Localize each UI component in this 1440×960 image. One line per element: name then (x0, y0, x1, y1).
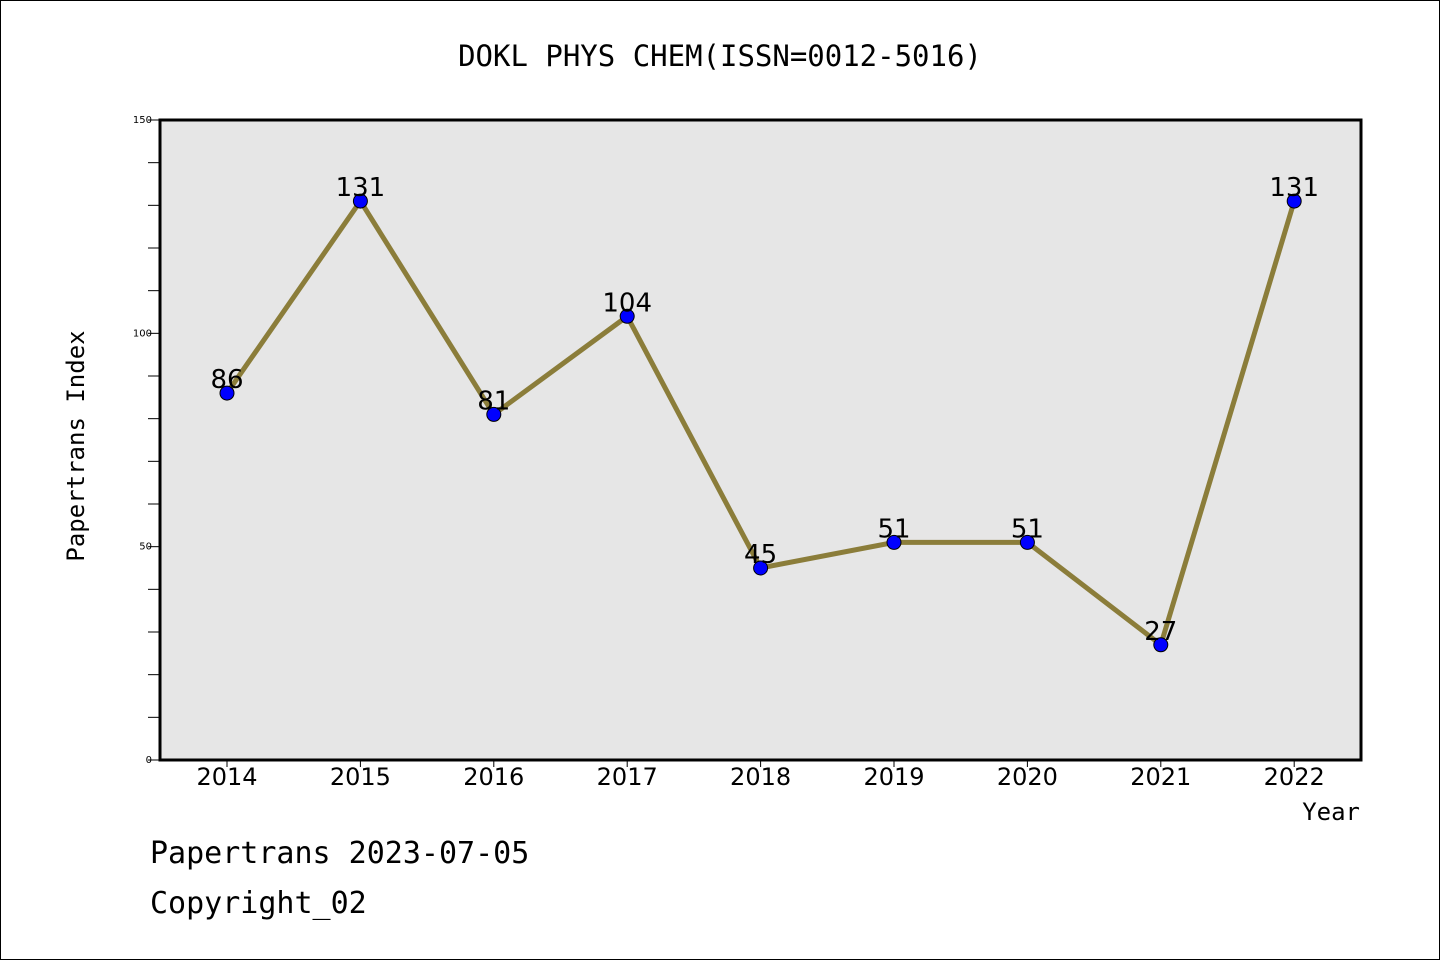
data-point (352, 193, 368, 209)
x-tick-label: 2014 (196, 763, 257, 791)
data-point (486, 406, 502, 422)
plot-area (158, 118, 1363, 762)
data-labels: 86 131 81 104 45 51 51 27 131 (210, 173, 1319, 647)
y-tick-label: 150 (133, 115, 152, 126)
footer-date: Papertrans 2023-07-05 (150, 836, 530, 871)
y-tick-label: 0 (146, 755, 152, 766)
data-label: 131 (1269, 173, 1319, 203)
data-point (219, 385, 235, 401)
data-label: 131 (336, 173, 386, 203)
data-point (1019, 534, 1035, 550)
x-tick-label: 2016 (463, 763, 524, 791)
x-tick-label: 2017 (597, 763, 658, 791)
data-point (886, 534, 902, 550)
x-tick-label: 2018 (730, 763, 791, 791)
data-point (1153, 637, 1169, 653)
y-tick-label: 50 (139, 542, 152, 553)
x-tick-label: 2019 (863, 763, 924, 791)
data-label: 45 (744, 540, 777, 570)
data-label: 51 (1011, 514, 1044, 544)
footer-copyright: Copyright_02 (150, 886, 367, 921)
data-point (1286, 193, 1302, 209)
y-axis-title: Papertrans Index (62, 330, 90, 561)
x-axis-title: Year (1302, 798, 1360, 826)
x-tick-label: 2021 (1130, 763, 1191, 791)
x-tick-label: 2015 (330, 763, 391, 791)
data-point (753, 560, 769, 576)
chart-title: DOKL PHYS CHEM(ISSN=0012-5016) (458, 39, 982, 73)
data-point (619, 308, 635, 324)
x-tick-label: 2020 (997, 763, 1058, 791)
data-label: 81 (477, 386, 510, 416)
data-label: 27 (1144, 617, 1177, 647)
y-tick-label: 100 (133, 328, 152, 339)
y-axis: 0 50 100 150 (133, 115, 160, 766)
data-label: 86 (210, 365, 243, 395)
series-markers (219, 193, 1302, 653)
data-label: 51 (877, 514, 910, 544)
x-tick-label: 2022 (1264, 763, 1325, 791)
x-axis: 2014 2015 2016 2017 2018 2019 2020 2021 2022 (196, 760, 1325, 791)
data-label: 104 (602, 288, 652, 318)
